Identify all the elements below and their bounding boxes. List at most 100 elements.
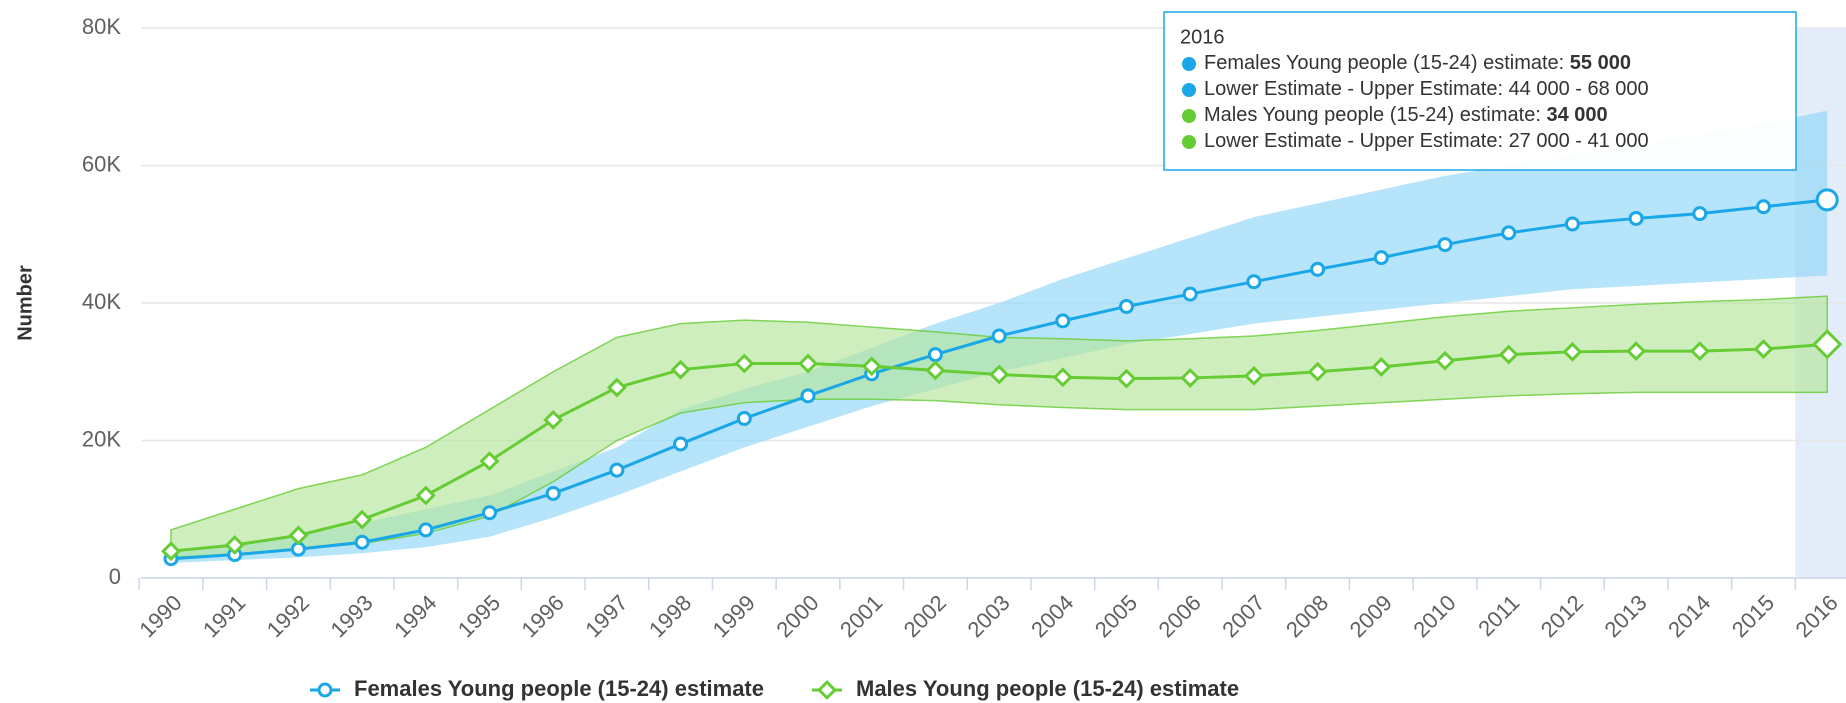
y-tick-label: 0 [109, 564, 121, 589]
legend-marker [817, 680, 837, 700]
data-point [1180, 368, 1201, 388]
x-tick-label: 1993 [325, 590, 377, 642]
x-tick-label: 1991 [198, 590, 250, 642]
tooltip-dot [1182, 57, 1196, 71]
data-point [1498, 344, 1519, 365]
x-tick-label: 1997 [580, 590, 632, 642]
y-tick-label: 80K [82, 14, 121, 39]
range-band [170, 295, 1828, 559]
x-tick-label: 1995 [453, 590, 505, 642]
data-point [734, 353, 755, 374]
legend-label: Males Young people (15-24) estimate [856, 676, 1239, 701]
data-point [800, 388, 816, 404]
y-tick-label: 60K [82, 151, 121, 176]
data-point [670, 359, 691, 380]
data-point [352, 509, 373, 530]
x-tick-label: 2006 [1154, 590, 1206, 642]
x-tick-label: 1992 [262, 590, 314, 642]
data-point [1626, 341, 1647, 362]
x-tick-label: 2003 [962, 590, 1014, 642]
data-point [927, 347, 943, 363]
data-point [989, 364, 1010, 385]
data-point [1501, 225, 1517, 241]
tooltip-dot [1182, 83, 1196, 97]
x-tick-label: 2013 [1599, 590, 1651, 642]
tooltip-text: Females Young people (15-24) estimate: 5… [1204, 52, 1631, 74]
data-point [543, 409, 564, 430]
x-tick-label: 2011 [1473, 590, 1524, 641]
data-point [925, 360, 946, 381]
data-point [1437, 237, 1453, 253]
data-point [1562, 341, 1583, 362]
data-point [1307, 361, 1328, 382]
data-point [1689, 341, 1710, 362]
x-tick-label: 2004 [1026, 590, 1078, 642]
data-point [991, 328, 1007, 344]
data-point [609, 462, 625, 478]
data-point [161, 541, 181, 562]
x-tick-label: 2016 [1791, 590, 1843, 642]
x-tick-label: 1994 [389, 590, 441, 642]
x-tick-label: 2000 [771, 590, 823, 642]
data-point [1246, 274, 1262, 290]
x-tick-label: 2002 [899, 590, 951, 642]
x-tick-label: 1998 [644, 590, 696, 642]
x-tick-label: 2009 [1345, 590, 1397, 642]
x-tick-label: 2015 [1727, 590, 1779, 642]
tooltip-box [1163, 11, 1797, 171]
tooltip-text: Lower Estimate - Upper Estimate: 44 000 … [1204, 78, 1649, 100]
tooltip-value: 34 000 [1546, 104, 1607, 126]
data-point [1119, 298, 1134, 314]
data-point [288, 525, 309, 546]
data-point [798, 353, 818, 374]
data-point [1753, 339, 1774, 359]
tooltip-value: 27 000 - 41 000 [1509, 130, 1649, 152]
data-point [415, 485, 436, 506]
data-point [1310, 261, 1326, 277]
data-point [482, 505, 497, 521]
x-tick-label: 1999 [708, 590, 760, 642]
data-point [1435, 350, 1455, 371]
tooltip-title: 2016 [1180, 26, 1225, 48]
x-tick-label: 2012 [1536, 590, 1588, 642]
data-point [736, 411, 752, 426]
x-tick-label: 1996 [517, 590, 569, 642]
legend-label: Females Young people (15-24) estimate [354, 676, 764, 701]
data-point [224, 535, 245, 555]
data-point [1055, 313, 1071, 329]
legend-marker [317, 682, 333, 698]
tooltip-label: Lower Estimate - Upper Estimate: [1204, 78, 1509, 100]
data-point [673, 436, 689, 452]
tooltip-value: 55 000 [1570, 52, 1631, 74]
x-tick-label: 2007 [1217, 590, 1269, 642]
x-tick-label: 2001 [835, 590, 887, 642]
data-point [1052, 367, 1073, 388]
x-tick-label: 2010 [1408, 590, 1460, 642]
data-point [606, 377, 627, 398]
tooltip-text: Males Young people (15-24) estimate: 34 … [1204, 104, 1608, 126]
x-tick-label: 2005 [1090, 590, 1142, 642]
tooltip-label: Males Young people (15-24) estimate: [1204, 104, 1546, 126]
x-tick-label: 2014 [1663, 590, 1715, 642]
y-tick-label: 40K [82, 289, 121, 314]
tooltip-text: Lower Estimate - Upper Estimate: 27 000 … [1204, 130, 1649, 152]
data-point [1243, 365, 1264, 386]
data-point [1373, 250, 1389, 266]
tooltip-dot [1182, 109, 1196, 123]
data-point [1182, 286, 1198, 302]
data-point [354, 534, 370, 550]
y-axis-label: Number [14, 265, 36, 341]
tooltip-label: Lower Estimate - Upper Estimate: [1204, 130, 1509, 152]
data-point [1371, 357, 1392, 377]
tooltip-dot [1182, 135, 1196, 149]
data-point [545, 485, 561, 501]
x-tick-label: 1990 [134, 590, 186, 642]
tooltip-value: 44 000 - 68 000 [1509, 78, 1649, 100]
data-point [1692, 206, 1708, 222]
data-point [1812, 329, 1843, 360]
data-point [1628, 210, 1644, 226]
y-tick-label: 20K [82, 426, 121, 451]
data-point [479, 451, 500, 472]
data-point [1116, 368, 1137, 389]
tooltip-label: Females Young people (15-24) estimate: [1204, 52, 1570, 74]
